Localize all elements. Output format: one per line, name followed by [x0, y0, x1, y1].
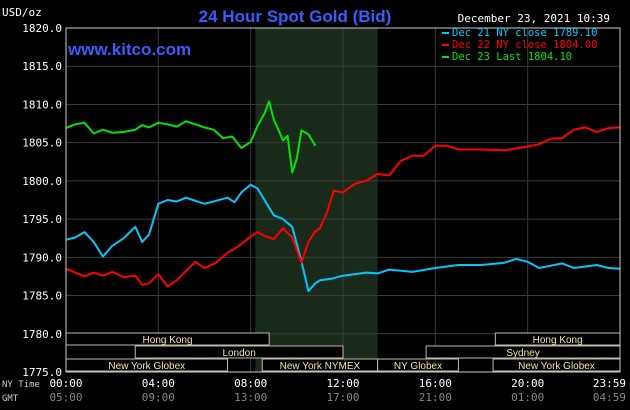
x-tick-label-ny: 04:00 — [142, 377, 175, 390]
gmt-row-label: GMT — [2, 394, 19, 404]
y-axis: 1775.0 1780.0 1785.0 1790.0 1795.0 1800.0 1805… — [22, 22, 62, 379]
x-tick-label-ny: 08:00 — [234, 377, 267, 390]
y-tick-label: 1805.0 — [22, 137, 62, 150]
website-label: www.kitco.com — [67, 40, 191, 59]
x-tick-label-ny: 20:00 — [511, 377, 544, 390]
session-label: NY Globex — [394, 361, 442, 372]
y-unit-label: USD/oz — [2, 6, 42, 19]
x-tick-label-ny: 12:00 — [326, 377, 359, 390]
y-tick-label: 1790.0 — [22, 251, 62, 264]
x-tick-label-gmt: 04:59 — [593, 391, 626, 404]
x-tick-label-gmt: 21:00 — [419, 391, 452, 404]
x-tick-label-gmt: 17:00 — [326, 391, 359, 404]
x-tick-label-gmt: 05:00 — [49, 391, 82, 404]
y-tick-label: 1795.0 — [22, 213, 62, 226]
session-bar — [134, 345, 344, 359]
y-tick-label: 1820.0 — [22, 22, 62, 35]
session-label: Hong Kong — [143, 335, 193, 346]
legend-entry: Dec 23 Last 1804.10 — [452, 51, 572, 63]
series-line-2 — [65, 100, 317, 174]
session-label: New York Globex — [518, 361, 595, 372]
x-tick-label-ny: 23:59 — [593, 377, 626, 390]
chart-date: December 23, 2021 10:39 — [458, 12, 610, 25]
session-bar — [377, 358, 459, 372]
chart-title: 24 Hour Spot Gold (Bid) — [199, 7, 392, 26]
session-label: Sydney — [506, 348, 539, 359]
plot-frame — [65, 27, 621, 373]
x-tick-label-ny: 16:00 — [419, 377, 452, 390]
session-label: New York Globex — [108, 361, 185, 372]
nymex-shaded-region — [255, 28, 378, 372]
y-tick-label: 1800.0 — [22, 175, 62, 188]
series-lines — [65, 100, 621, 292]
x-tick-label-gmt: 01:00 — [511, 391, 544, 404]
series-line-0 — [65, 183, 621, 292]
x-tick-label-ny: 00:00 — [49, 377, 82, 390]
y-tick-label: 1785.0 — [22, 290, 62, 303]
x-tick-label-gmt: 09:00 — [142, 391, 175, 404]
x-tick-label-gmt: 13:00 — [234, 391, 267, 404]
y-tick-label: 1810.0 — [22, 98, 62, 111]
y-tick-label: 1775.0 — [22, 366, 62, 379]
session-label: London — [222, 348, 255, 359]
legend-entry: Dec 21 NY close 1789.10 — [452, 27, 597, 39]
ny-time-row-label: NY Time — [2, 380, 40, 390]
session-label: New York NYMEX — [280, 361, 361, 372]
session-label: Hong Kong — [533, 335, 583, 346]
series-line-1 — [65, 126, 621, 288]
y-tick-label: 1815.0 — [22, 60, 62, 73]
market-sessions: Hong Kong Hong Kong London Sydney New York G… — [65, 332, 621, 372]
legend-entry: Dec 22 NY close 1804.00 — [452, 39, 597, 51]
y-tick-label: 1780.0 — [22, 328, 62, 341]
